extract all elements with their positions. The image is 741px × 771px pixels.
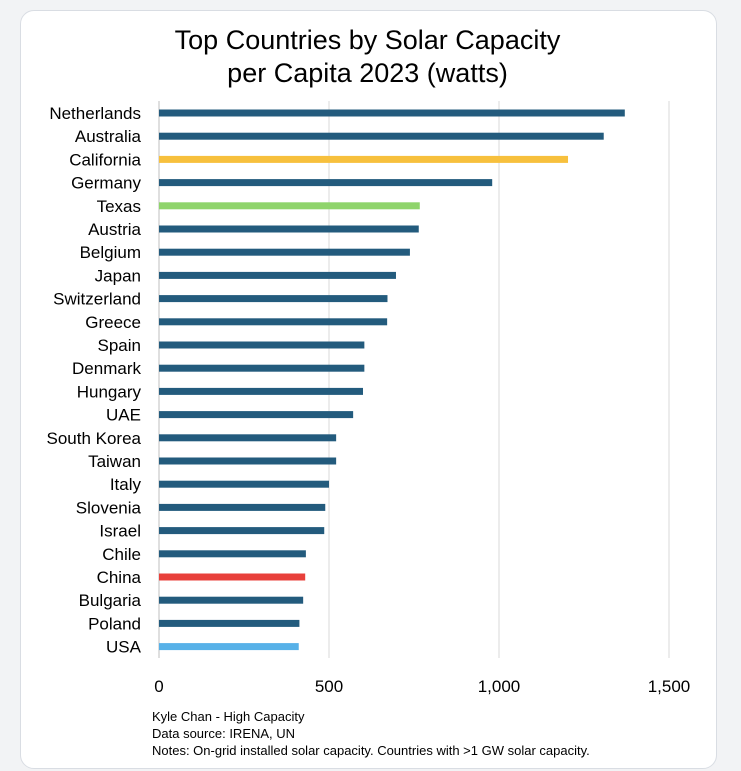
bar-austria (159, 225, 419, 233)
bar-china (159, 573, 306, 581)
category-label: Switzerland (53, 290, 141, 309)
x-tick-label: 1,000 (478, 677, 521, 696)
category-label: Texas (97, 197, 141, 216)
data-source: Data source: IRENA, UN (152, 726, 296, 741)
chart-footnote: Notes: On-grid installed solar capacity.… (152, 743, 590, 758)
bar-switzerland (159, 295, 388, 303)
bar-south-korea (159, 434, 337, 442)
category-label: Taiwan (88, 452, 141, 471)
bar-chile (159, 550, 306, 558)
category-label: Chile (102, 545, 141, 564)
bar-germany (159, 179, 493, 187)
category-label: Italy (110, 475, 142, 494)
chart-notes: Kyle Chan - High Capacity Data source: I… (152, 708, 590, 759)
category-label: Germany (71, 174, 141, 193)
category-label: China (97, 568, 142, 587)
chart-title: Top Countries by Solar Capacity per Capi… (0, 24, 735, 90)
bar-spain (159, 341, 365, 349)
x-tick-label: 1,500 (648, 677, 691, 696)
bar-netherlands (159, 109, 625, 117)
x-tick-label: 500 (315, 677, 343, 696)
category-label: South Korea (46, 429, 141, 448)
bar-slovenia (159, 503, 326, 511)
category-label: Austria (88, 220, 141, 239)
chart-title-line-2: per Capita 2023 (watts) (227, 58, 508, 88)
bar-uae (159, 411, 354, 419)
category-label: Netherlands (49, 104, 141, 123)
category-label: Denmark (72, 359, 141, 378)
bar-japan (159, 271, 396, 279)
category-label: Bulgaria (79, 591, 142, 610)
bar-poland (159, 619, 300, 627)
bar-italy (159, 480, 329, 488)
bar-taiwan (159, 457, 337, 465)
author-credit: Kyle Chan - High Capacity (152, 709, 305, 724)
category-label: USA (106, 638, 142, 657)
bar-usa (159, 643, 299, 651)
category-label: Belgium (80, 243, 141, 262)
category-label: UAE (106, 406, 141, 425)
category-label: Spain (98, 336, 141, 355)
category-label: Greece (85, 313, 141, 332)
bar-denmark (159, 364, 365, 372)
bar-greece (159, 318, 388, 326)
bar-hungary (159, 387, 363, 395)
category-label: Slovenia (76, 498, 142, 517)
x-tick-label: 0 (154, 677, 163, 696)
category-label: Israel (99, 522, 141, 541)
category-label: Hungary (77, 382, 142, 401)
bar-israel (159, 527, 325, 535)
bar-texas (159, 202, 420, 210)
category-label: Poland (88, 614, 141, 633)
bar-bulgaria (159, 596, 304, 604)
category-label: California (69, 150, 141, 169)
category-label: Australia (75, 127, 142, 146)
bar-california (159, 155, 569, 163)
category-label: Japan (95, 266, 141, 285)
bar-australia (159, 132, 604, 140)
bar-belgium (159, 248, 410, 256)
chart-title-line-1: Top Countries by Solar Capacity (174, 25, 561, 55)
